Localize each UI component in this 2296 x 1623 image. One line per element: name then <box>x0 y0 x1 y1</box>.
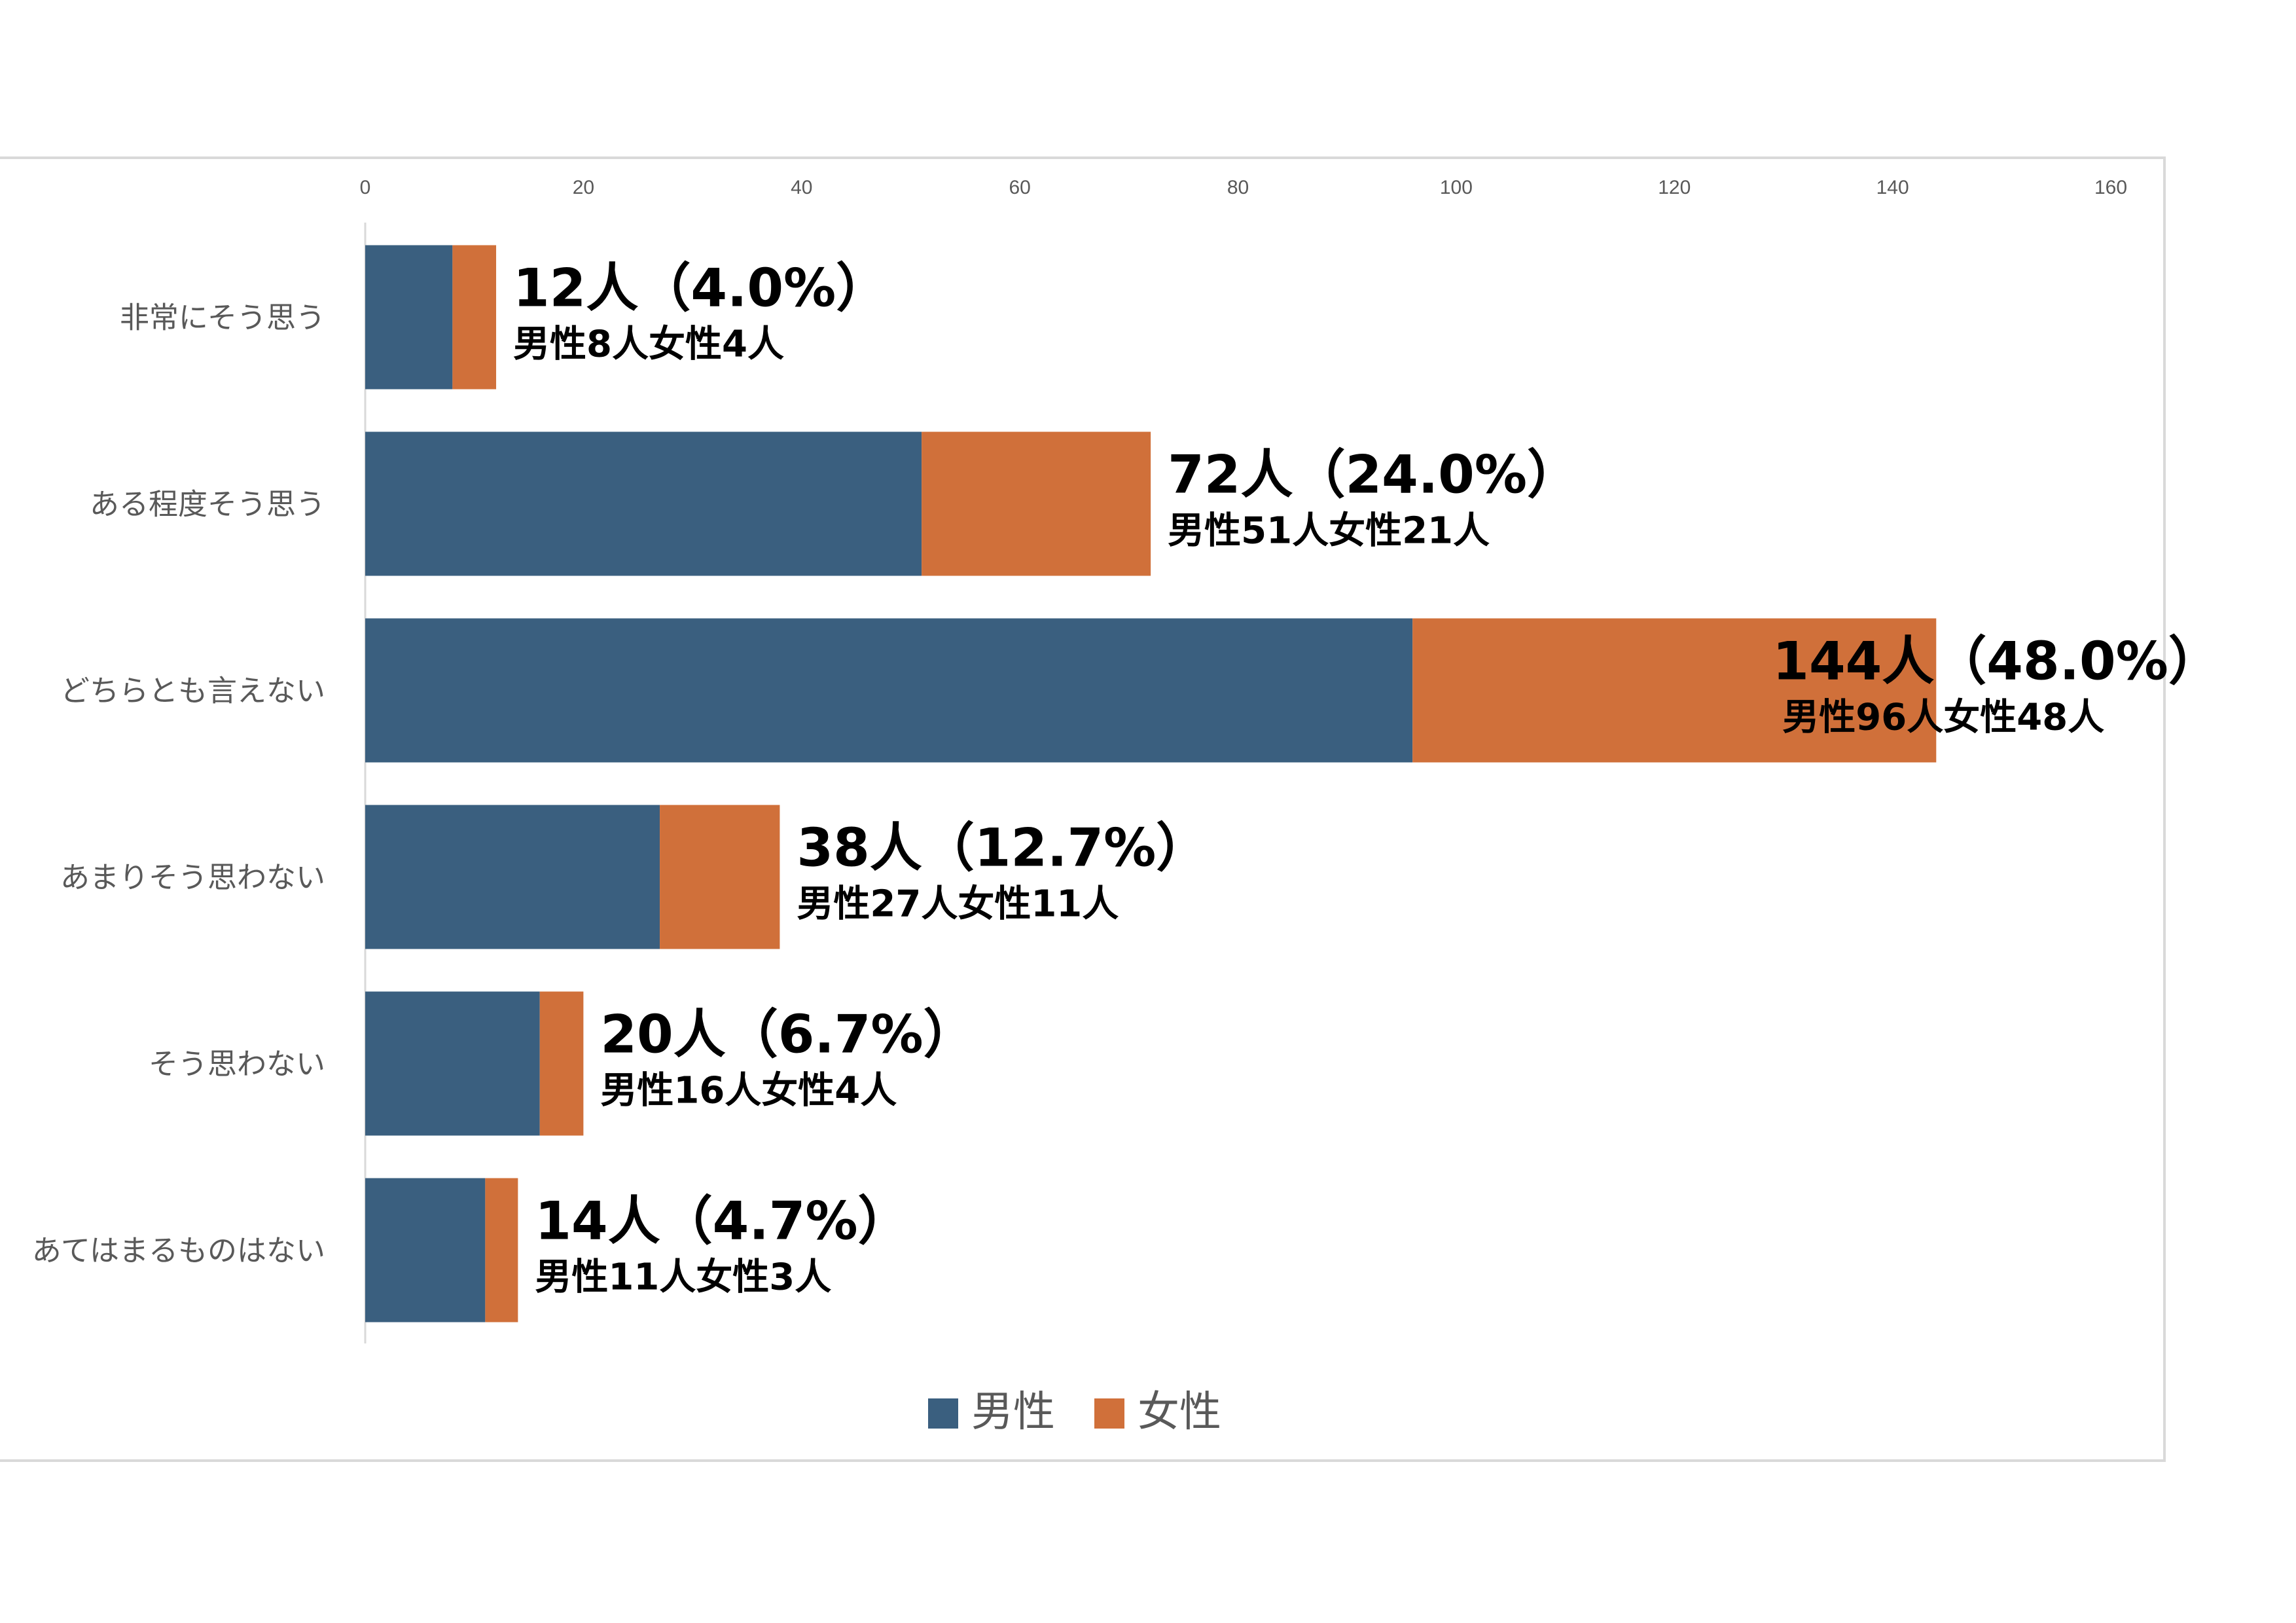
split-data-label: 男性51人女性21人 <box>1168 510 1490 553</box>
bar-segment-male <box>365 431 922 576</box>
x-tick-label: 20 <box>573 177 594 198</box>
bar-segment-female <box>485 1178 518 1322</box>
x-tick-label: 60 <box>1009 177 1030 198</box>
x-axis-ticks: 0 20 40 60 80 100 120 140 160 <box>360 177 2127 198</box>
total-data-label: 38人（12.7%） <box>797 818 1208 879</box>
x-tick-label: 80 <box>1227 177 1249 198</box>
legend-label-female: 女性 <box>1138 1388 1221 1436</box>
category-label: 非常にそう思う <box>120 301 325 335</box>
split-data-label: 男性27人女性11人 <box>797 883 1119 926</box>
split-data-label: 男性8人女性4人 <box>513 323 784 366</box>
split-data-label: 男性16人女性4人 <box>600 1070 897 1112</box>
split-data-label: 男性96人女性48人 <box>1782 697 2104 739</box>
bar-segment-male <box>365 618 1413 763</box>
legend-swatch-male <box>928 1398 958 1429</box>
bar-segment-male <box>365 245 453 390</box>
bar-segment-female <box>1412 618 1937 763</box>
total-data-label: 20人（6.7%） <box>600 1004 975 1065</box>
category-label: あてはまるものはない <box>32 1233 325 1268</box>
x-tick-label: 0 <box>360 177 371 198</box>
bar-segment-male <box>365 805 660 949</box>
bar-segment-female <box>539 991 584 1136</box>
category-labels: 非常にそう思うある程度そう思うどちらとも言えないあまりそう思わないそう思わないあ… <box>32 301 325 1268</box>
x-tick-label: 100 <box>1440 177 1473 198</box>
bar-segment-female <box>452 245 497 390</box>
split-data-label: 男性11人女性3人 <box>535 1256 831 1299</box>
category-label: そう思わない <box>149 1047 325 1082</box>
bars <box>365 245 1937 1322</box>
x-tick-label: 40 <box>791 177 812 198</box>
legend-swatch-female <box>1094 1398 1124 1429</box>
data-labels: 12人（4.0%）男性8人女性4人 72人（24.0%） 男性51人女性21人 144… <box>513 258 2221 1299</box>
bar-segment-female <box>922 431 1151 576</box>
bar-segment-male <box>365 1178 486 1322</box>
x-tick-label: 160 <box>2094 177 2127 198</box>
category-label: ある程度そう思う <box>90 487 325 522</box>
chart-border <box>0 156 2166 1462</box>
legend-label-male: 男性 <box>971 1388 1055 1436</box>
category-label: あまりそう思わない <box>60 860 325 895</box>
legend: 男性 女性 <box>928 1388 1221 1436</box>
bar-segment-male <box>365 991 540 1136</box>
category-label: どちらとも言えない <box>60 674 325 708</box>
total-data-label: 144人（48.0%） <box>1772 631 2221 692</box>
bar-segment-female <box>660 805 780 949</box>
x-tick-label: 120 <box>1658 177 1691 198</box>
x-tick-label: 140 <box>1876 177 1909 198</box>
total-data-label: 14人（4.7%） <box>535 1191 910 1252</box>
total-data-label: 72人（24.0%） <box>1168 445 1579 505</box>
total-data-label: 12人（4.0%） <box>513 258 888 319</box>
